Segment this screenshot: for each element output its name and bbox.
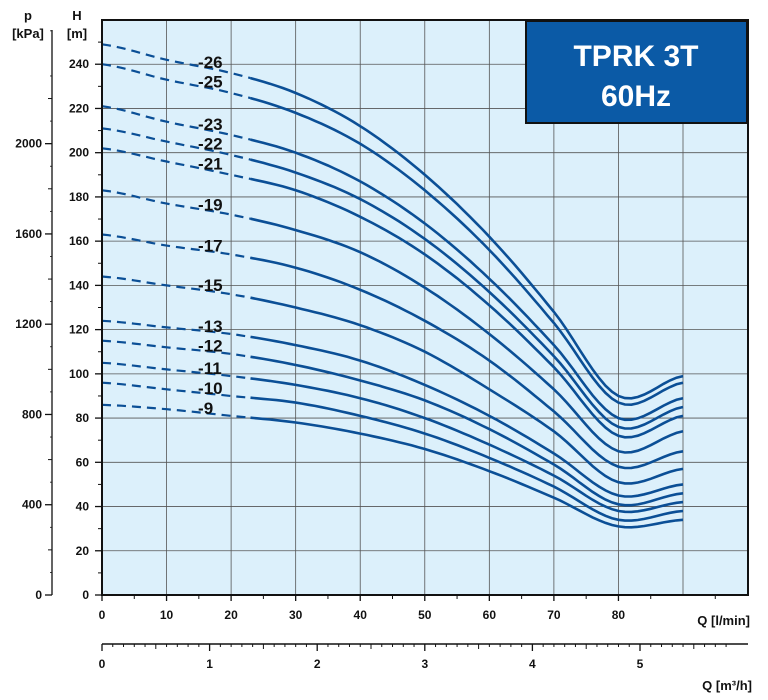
curve-13	[250, 335, 684, 498]
curve-25	[250, 96, 684, 407]
curve-dashed-25	[101, 63, 251, 100]
curve-dashed-22	[101, 127, 251, 161]
curve-label-25: -25	[198, 73, 223, 92]
curve-dashed-9	[101, 403, 251, 419]
curve-dashed-23	[101, 105, 251, 141]
curve-dashed-11	[101, 361, 251, 380]
curve-11	[250, 377, 684, 514]
y2-tick-label: 1200	[15, 317, 42, 331]
y-tick-label: 220	[69, 101, 89, 115]
y2-axis-title: p	[24, 8, 32, 23]
curve-label-21: -21	[198, 155, 223, 174]
curve-dashed-15	[101, 275, 251, 299]
y-tick-label: 140	[69, 278, 89, 292]
curve-dashed-12	[101, 339, 251, 358]
y2-tick-label: 0	[35, 588, 42, 602]
curve-label-15: -15	[198, 276, 223, 295]
y-tick-label: 120	[69, 323, 89, 337]
x2-tick-label: 2	[314, 657, 321, 671]
x2-tick-label: 3	[421, 657, 428, 671]
curve-dashed-19	[101, 189, 251, 220]
curve-23	[250, 138, 684, 422]
title-line-1: TPRK 3T	[573, 40, 698, 73]
curve-22	[250, 158, 684, 430]
x-tick-label: 50	[418, 608, 432, 622]
y-tick-label: 80	[76, 411, 90, 425]
curve-dashed-26	[101, 43, 251, 80]
curve-15	[250, 296, 684, 485]
y-axis-title: H	[72, 8, 81, 23]
curve-label-12: -12	[198, 337, 223, 356]
x2-tick-label: 4	[529, 657, 536, 671]
x2-axis-title: Q [m³/h]	[702, 678, 752, 693]
y2-tick-label: 2000	[15, 137, 42, 151]
curve-21	[250, 177, 684, 439]
curve-19	[250, 217, 684, 454]
curve-dashed-13	[101, 319, 251, 338]
x-tick-label: 0	[99, 608, 106, 622]
x2-tick-label: 1	[206, 657, 213, 671]
x2-tick-label: 0	[99, 657, 106, 671]
axes: 0204060801001201401601802002202400400800…	[15, 30, 748, 671]
curve-label-23: -23	[198, 115, 223, 134]
x-tick-label: 40	[354, 608, 368, 622]
x2-tick-label: 5	[637, 657, 644, 671]
curve-17	[250, 256, 684, 470]
y-tick-label: 240	[69, 57, 89, 71]
x-tick-label: 30	[289, 608, 303, 622]
y2-axis-unit: [kPa]	[12, 26, 44, 41]
curve-label-26: -26	[198, 53, 223, 72]
x-tick-label: 60	[483, 608, 497, 622]
curves	[101, 43, 684, 529]
curve-dashed-17	[101, 233, 251, 259]
y-tick-label: 60	[76, 455, 90, 469]
curve-label-19: -19	[198, 195, 223, 214]
y-tick-label: 160	[69, 234, 89, 248]
title-box: TPRK 3T 60Hz	[525, 20, 748, 124]
curve-label-13: -13	[198, 317, 223, 336]
curve-9	[250, 416, 684, 529]
title-line-2: 60Hz	[601, 80, 671, 113]
y-tick-label: 40	[76, 500, 90, 514]
x-tick-label: 10	[160, 608, 174, 622]
curve-26	[250, 76, 684, 400]
y2-tick-label: 800	[22, 407, 42, 421]
y-tick-label: 100	[69, 367, 89, 381]
x-tick-label: 70	[547, 608, 561, 622]
curve-12	[250, 355, 684, 507]
x-axis-title: Q [l/min]	[697, 613, 750, 628]
curve-label-17: -17	[198, 236, 223, 255]
y2-tick-label: 400	[22, 498, 42, 512]
y-tick-label: 20	[76, 544, 90, 558]
x-tick-label: 20	[224, 608, 238, 622]
curve-label-10: -10	[198, 379, 223, 398]
curve-label-9: -9	[198, 399, 213, 418]
curve-label-22: -22	[198, 135, 223, 154]
curve-dashed-21	[101, 147, 251, 180]
curve-10	[250, 396, 684, 522]
curve-label-11: -11	[198, 359, 222, 378]
y2-tick-label: 1600	[15, 227, 42, 241]
y-tick-label: 0	[82, 588, 89, 602]
y-axis-unit: [m]	[67, 26, 87, 41]
curve-labels: -26-25 -23-22-21 -19 -17 -15 -13-12 -11-10-9	[198, 53, 223, 418]
curve-dashed-10	[101, 381, 251, 399]
y-tick-label: 180	[69, 190, 89, 204]
y-tick-label: 200	[69, 146, 89, 160]
x-tick-label: 80	[612, 608, 626, 622]
